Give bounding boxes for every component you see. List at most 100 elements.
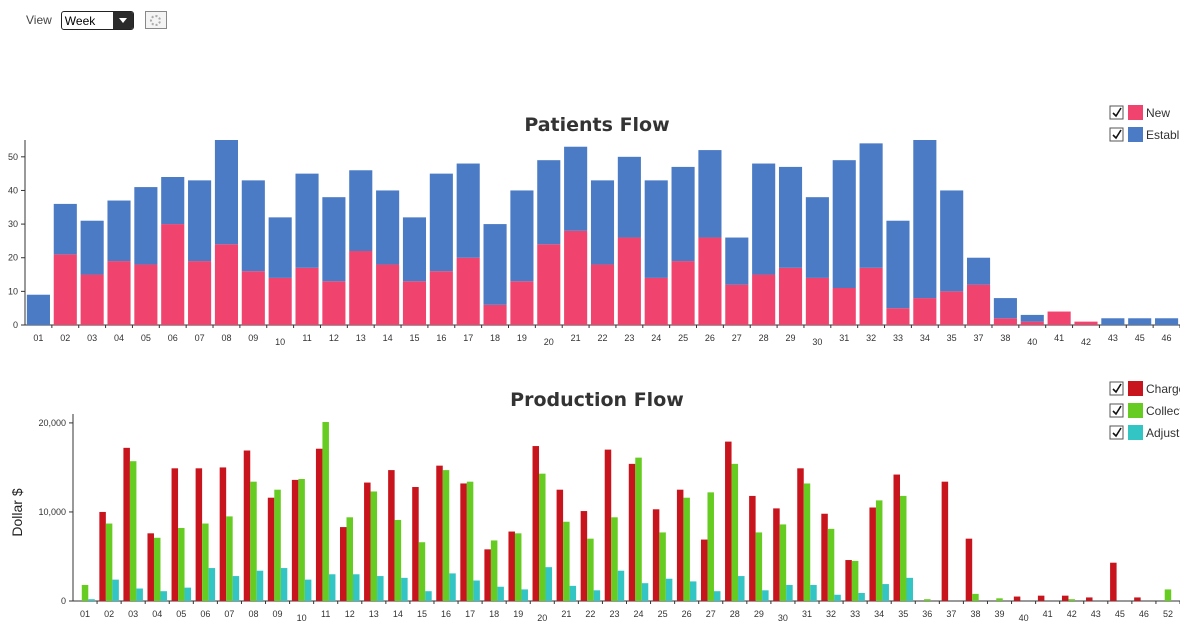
bar-collections-20[interactable] <box>539 473 546 601</box>
bar-charges-18[interactable] <box>484 549 491 601</box>
bar-collections-25[interactable] <box>659 532 666 601</box>
bar-charges-27[interactable] <box>700 539 708 601</box>
bar-adjustments-06[interactable] <box>208 568 216 601</box>
bar-collections-16[interactable] <box>442 470 450 601</box>
bar-adjustments-29[interactable] <box>762 590 769 601</box>
bar-adjustments-21[interactable] <box>569 585 577 601</box>
bar-adjustments-19[interactable] <box>521 589 528 601</box>
bar-collections-27[interactable] <box>707 492 714 601</box>
view-select[interactable]: Week <box>60 10 134 30</box>
bar-adjustments-23[interactable] <box>617 570 625 601</box>
bar-adjustments-31[interactable] <box>810 584 817 601</box>
bar-collections-42[interactable] <box>1068 599 1075 601</box>
bar-collections-35[interactable] <box>900 495 907 601</box>
bar-new-17[interactable] <box>456 257 480 325</box>
bar-new-28[interactable] <box>752 274 776 325</box>
bar-collections-32[interactable] <box>827 528 835 601</box>
bar-new-31[interactable] <box>832 288 856 325</box>
bar-collections-10[interactable] <box>298 479 305 601</box>
bar-adjustments-11[interactable] <box>328 574 336 601</box>
bar-collections-39[interactable] <box>996 598 1003 601</box>
bar-established-12[interactable] <box>322 197 346 282</box>
legend-item-collections[interactable]: Collections <box>1109 403 1180 418</box>
bar-established-01[interactable] <box>26 294 50 325</box>
bar-established-09[interactable] <box>241 180 265 272</box>
bar-established-03[interactable] <box>80 220 104 275</box>
bar-established-15[interactable] <box>402 217 427 282</box>
bar-collections-38[interactable] <box>972 593 979 601</box>
bar-charges-07[interactable] <box>219 467 227 601</box>
bar-charges-14[interactable] <box>388 470 395 601</box>
bar-charges-31[interactable] <box>797 468 804 601</box>
bar-charges-04[interactable] <box>147 533 154 601</box>
bar-charges-20[interactable] <box>532 446 540 601</box>
bar-charges-03[interactable] <box>123 447 130 601</box>
bar-new-35[interactable] <box>940 291 964 325</box>
bar-adjustments-09[interactable] <box>280 568 288 601</box>
bar-adjustments-27[interactable] <box>713 591 721 601</box>
legend-item-new[interactable]: New <box>1109 105 1170 120</box>
bar-adjustments-26[interactable] <box>689 581 697 601</box>
bar-established-06[interactable] <box>161 177 185 225</box>
bar-charges-15[interactable] <box>412 487 419 601</box>
bar-established-23[interactable] <box>617 156 641 238</box>
bar-established-05[interactable] <box>134 187 158 265</box>
bar-adjustments-25[interactable] <box>665 578 673 601</box>
bar-collections-18[interactable] <box>490 540 498 601</box>
bar-new-06[interactable] <box>161 224 185 325</box>
bar-new-08[interactable] <box>214 244 239 325</box>
bar-collections-30[interactable] <box>779 524 787 601</box>
bar-established-26[interactable] <box>698 150 722 238</box>
bar-adjustments-28[interactable] <box>738 576 745 601</box>
bar-established-19[interactable] <box>510 190 534 282</box>
bar-established-38[interactable] <box>993 298 1017 319</box>
bar-collections-09[interactable] <box>274 489 281 601</box>
bar-charges-12[interactable] <box>340 527 347 601</box>
bar-collections-21[interactable] <box>563 521 570 601</box>
bar-new-41[interactable] <box>1047 311 1071 325</box>
bar-new-37[interactable] <box>966 284 991 325</box>
bar-new-25[interactable] <box>671 261 695 325</box>
legend-checkbox[interactable] <box>1109 127 1124 142</box>
bar-established-27[interactable] <box>725 237 749 285</box>
bar-adjustments-17[interactable] <box>473 580 480 601</box>
bar-collections-24[interactable] <box>635 457 642 601</box>
bar-established-43[interactable] <box>1101 318 1125 325</box>
legend-item-established[interactable]: Established <box>1109 127 1180 142</box>
bar-adjustments-12[interactable] <box>352 574 360 601</box>
legend-checkbox[interactable] <box>1109 403 1124 418</box>
bar-charges-17[interactable] <box>460 483 467 601</box>
bar-adjustments-03[interactable] <box>136 588 143 601</box>
bar-charges-25[interactable] <box>652 509 660 601</box>
bar-collections-11[interactable] <box>322 422 329 601</box>
bar-collections-06[interactable] <box>202 523 209 601</box>
bar-new-21[interactable] <box>564 230 588 325</box>
bar-new-15[interactable] <box>402 281 427 325</box>
bar-established-31[interactable] <box>832 160 856 288</box>
bar-established-29[interactable] <box>778 166 803 268</box>
legend-item-charges[interactable]: Charges <box>1109 381 1180 396</box>
bar-adjustments-34[interactable] <box>882 584 889 601</box>
bar-established-24[interactable] <box>644 180 668 278</box>
bar-established-14[interactable] <box>376 190 400 265</box>
bar-collections-14[interactable] <box>394 519 402 601</box>
bar-collections-15[interactable] <box>418 542 426 601</box>
bar-charges-35[interactable] <box>893 474 901 601</box>
bar-charges-02[interactable] <box>99 511 106 601</box>
bar-charges-37[interactable] <box>941 481 949 601</box>
bar-adjustments-08[interactable] <box>256 570 264 601</box>
bar-new-09[interactable] <box>241 271 265 325</box>
bar-new-33[interactable] <box>886 308 910 325</box>
bar-adjustments-01[interactable] <box>88 599 95 601</box>
bar-new-22[interactable] <box>590 264 615 325</box>
bar-new-26[interactable] <box>698 237 722 325</box>
legend-checkbox[interactable] <box>1109 425 1124 440</box>
bar-new-05[interactable] <box>134 264 158 325</box>
bar-established-32[interactable] <box>859 143 883 268</box>
bar-collections-03[interactable] <box>129 461 137 601</box>
bar-charges-10[interactable] <box>291 479 299 601</box>
bar-adjustments-24[interactable] <box>641 583 649 601</box>
bar-collections-17[interactable] <box>466 481 474 601</box>
bar-established-10[interactable] <box>268 217 292 278</box>
bar-new-34[interactable] <box>913 298 937 325</box>
